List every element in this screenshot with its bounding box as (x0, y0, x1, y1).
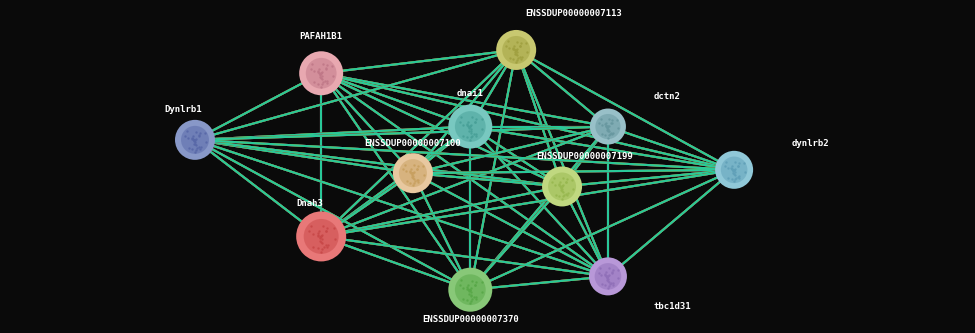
Text: dynlrb2: dynlrb2 (792, 139, 829, 148)
Ellipse shape (296, 211, 346, 261)
Ellipse shape (399, 159, 427, 187)
Ellipse shape (542, 166, 582, 206)
Ellipse shape (596, 114, 620, 139)
Text: ENSSDUP00000007370: ENSSDUP00000007370 (422, 315, 519, 324)
Ellipse shape (455, 274, 486, 305)
Ellipse shape (455, 111, 486, 142)
Ellipse shape (595, 263, 621, 290)
Text: PAFAH1B1: PAFAH1B1 (299, 32, 342, 41)
Ellipse shape (502, 36, 530, 64)
Ellipse shape (181, 126, 209, 154)
Ellipse shape (175, 120, 215, 160)
Ellipse shape (448, 268, 492, 312)
Ellipse shape (548, 172, 576, 200)
Ellipse shape (721, 157, 748, 183)
Text: dctn2: dctn2 (654, 92, 681, 101)
Ellipse shape (496, 30, 536, 70)
Text: Dnah3: Dnah3 (296, 198, 323, 208)
Ellipse shape (589, 257, 627, 295)
Text: ENSSDUP00000007113: ENSSDUP00000007113 (526, 9, 622, 18)
Ellipse shape (715, 151, 753, 189)
Text: tbc1d31: tbc1d31 (654, 302, 691, 311)
Text: Dynlrb1: Dynlrb1 (165, 105, 203, 115)
Text: ENSSDUP00000007199: ENSSDUP00000007199 (536, 152, 634, 161)
Ellipse shape (590, 109, 626, 145)
Ellipse shape (448, 105, 492, 149)
Ellipse shape (393, 153, 433, 193)
Ellipse shape (299, 51, 343, 95)
Text: dnai1: dnai1 (457, 89, 484, 98)
Ellipse shape (306, 58, 336, 89)
Ellipse shape (303, 219, 338, 254)
Text: ENSSDUP00000007100: ENSSDUP00000007100 (365, 139, 461, 148)
